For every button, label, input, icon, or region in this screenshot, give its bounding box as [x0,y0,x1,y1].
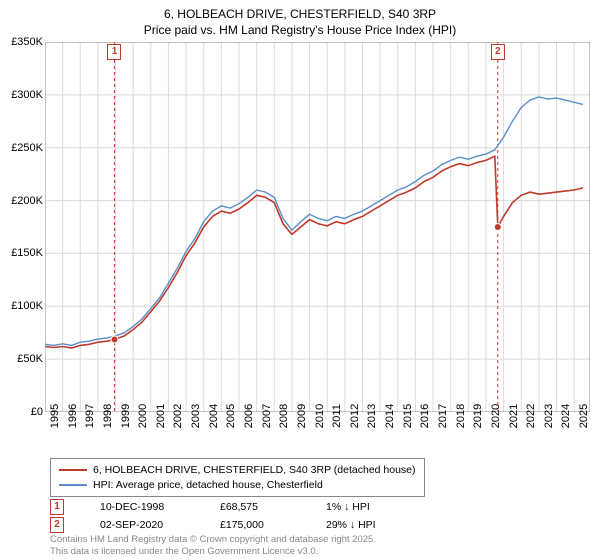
legend-swatch [59,469,87,471]
x-axis-tick-label: 2014 [384,404,396,428]
data-point-pct: 29% ↓ HPI [326,519,406,531]
data-point-rows: 1 10-DEC-1998 £68,575 1% ↓ HPI 2 02-SEP-… [50,498,406,534]
legend-item: HPI: Average price, detached house, Ches… [59,478,416,493]
legend-label: 6, HOLBEACH DRIVE, CHESTERFIELD, S40 3RP… [93,463,416,478]
copyright-line: This data is licensed under the Open Gov… [50,546,376,558]
x-axis-tick-label: 2008 [278,404,290,428]
chart-svg [45,42,590,412]
data-point-pct: 1% ↓ HPI [326,501,406,513]
x-axis-tick-label: 2024 [560,404,572,428]
x-axis-tick-label: 2021 [508,404,520,428]
chart-plot-area [45,42,590,412]
y-axis-tick-label: £0 [31,406,43,418]
x-axis-tick-label: 2012 [349,404,361,428]
x-axis-tick-label: 2017 [437,404,449,428]
y-axis-tick-label: £200K [11,195,43,207]
x-axis-tick-label: 2001 [155,404,167,428]
legend-label: HPI: Average price, detached house, Ches… [93,478,323,493]
y-axis-tick-label: £100K [11,300,43,312]
x-axis-tick-label: 2016 [419,404,431,428]
x-axis-tick-label: 1998 [102,404,114,428]
x-axis-tick-label: 2011 [331,404,343,428]
title-line-2: Price paid vs. HM Land Registry's House … [0,22,600,38]
x-axis-tick-label: 2022 [525,404,537,428]
x-axis-tick-label: 2020 [490,404,502,428]
x-axis-tick-label: 2025 [578,404,590,428]
copyright-block: Contains HM Land Registry data © Crown c… [50,534,376,558]
data-point-row: 2 02-SEP-2020 £175,000 29% ↓ HPI [50,516,406,534]
x-axis-tick-label: 1997 [84,404,96,428]
data-point-price: £175,000 [220,519,290,531]
legend-swatch [59,484,87,486]
x-axis-tick-label: 1996 [67,404,79,428]
data-point-row: 1 10-DEC-1998 £68,575 1% ↓ HPI [50,498,406,516]
title-line-1: 6, HOLBEACH DRIVE, CHESTERFIELD, S40 3RP [0,6,600,22]
x-axis-tick-label: 1995 [49,404,61,428]
x-axis-tick-label: 2007 [261,404,273,428]
legend-item: 6, HOLBEACH DRIVE, CHESTERFIELD, S40 3RP… [59,463,416,478]
x-axis-tick-label: 2009 [296,404,308,428]
chart-container: 6, HOLBEACH DRIVE, CHESTERFIELD, S40 3RP… [0,0,600,560]
x-axis-tick-label: 2015 [402,404,414,428]
data-point-date: 02-SEP-2020 [100,519,184,531]
x-axis-tick-label: 2006 [243,404,255,428]
x-axis-tick-label: 2023 [543,404,555,428]
x-axis-tick-label: 2004 [208,404,220,428]
x-axis-tick-label: 2010 [314,404,326,428]
x-axis-tick-label: 2018 [455,404,467,428]
data-point-price: £68,575 [220,501,290,513]
event-marker-badge: 1 [107,44,121,60]
data-point-date: 10-DEC-1998 [100,501,184,513]
x-axis-tick-label: 1999 [120,404,132,428]
x-axis-tick-label: 2002 [172,404,184,428]
x-axis-tick-label: 2003 [190,404,202,428]
y-axis-tick-label: £250K [11,142,43,154]
event-marker-badge: 2 [491,44,505,60]
y-axis-tick-label: £150K [11,247,43,259]
y-axis-tick-label: £300K [11,89,43,101]
title-block: 6, HOLBEACH DRIVE, CHESTERFIELD, S40 3RP… [0,0,600,38]
x-axis-tick-label: 2013 [366,404,378,428]
legend: 6, HOLBEACH DRIVE, CHESTERFIELD, S40 3RP… [50,458,425,497]
marker-badge: 1 [50,499,64,515]
x-axis-tick-label: 2005 [225,404,237,428]
x-axis-tick-label: 2000 [137,404,149,428]
x-axis-tick-label: 2019 [472,404,484,428]
copyright-line: Contains HM Land Registry data © Crown c… [50,534,376,546]
marker-badge: 2 [50,517,64,533]
y-axis-tick-label: £350K [11,36,43,48]
y-axis-tick-label: £50K [17,353,43,365]
